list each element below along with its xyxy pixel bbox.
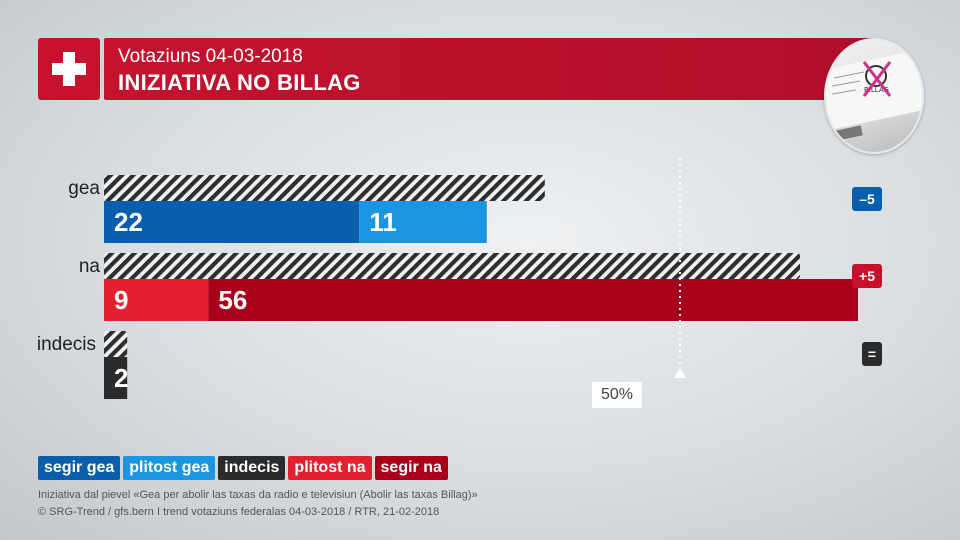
change-badge-gea: –5	[852, 187, 882, 211]
chart-title: INIZIATIVA NO BILLAG	[118, 70, 361, 95]
bar-indecis-indecis	[104, 357, 128, 399]
legend-indecis: indecis	[218, 456, 286, 480]
legend-plitost-na: plitost na	[288, 456, 372, 480]
bar-value-indecis-indecis: 2	[114, 363, 128, 393]
bar-gea-plitost-gea	[359, 201, 487, 243]
title-bar: Votaziuns 04-03-2018 INIZIATIVA NO BILLA…	[104, 38, 874, 100]
change-badge-indecis: =	[862, 342, 882, 366]
fifty-percent-arrow	[674, 368, 686, 378]
billag-photo: BILLAG	[824, 38, 924, 154]
previous-bar-indecis	[104, 331, 128, 357]
footer-source: Iniziativa dal pievel «Gea per abolir la…	[38, 489, 478, 501]
row-label-na: na	[78, 256, 100, 277]
fifty-percent-label: 50%	[592, 382, 642, 408]
bar-gea-segir-gea	[104, 201, 360, 243]
previous-bar-na	[104, 253, 800, 279]
bar-value-na-segir-na: 56	[218, 285, 247, 315]
chart-subtitle: Votaziuns 04-03-2018	[118, 46, 303, 67]
row-label-gea: gea	[68, 178, 100, 199]
row-label-indecis: indecis	[36, 334, 96, 355]
legend-plitost-gea: plitost gea	[123, 456, 216, 480]
footer-credits: © SRG-Trend / gfs.bern I trend votaziuns…	[38, 506, 440, 518]
bar-value-gea-plitost-gea: 11	[369, 207, 397, 237]
bar-value-na-plitost-na: 9	[114, 285, 128, 315]
bar-na-plitost-na	[104, 279, 209, 321]
swiss-flag-icon	[38, 38, 100, 100]
previous-bar-gea	[104, 175, 545, 201]
change-badge-na: +5	[852, 264, 882, 288]
legend-segir-gea: segir gea	[38, 456, 121, 480]
legend-segir-na: segir na	[374, 456, 448, 480]
bar-na-segir-na	[208, 279, 858, 321]
bar-value-gea-segir-gea: 22	[114, 207, 143, 237]
svg-text:BILLAG: BILLAG	[864, 86, 889, 94]
legend: segir gea plitost gea indecis plitost na…	[38, 456, 448, 480]
